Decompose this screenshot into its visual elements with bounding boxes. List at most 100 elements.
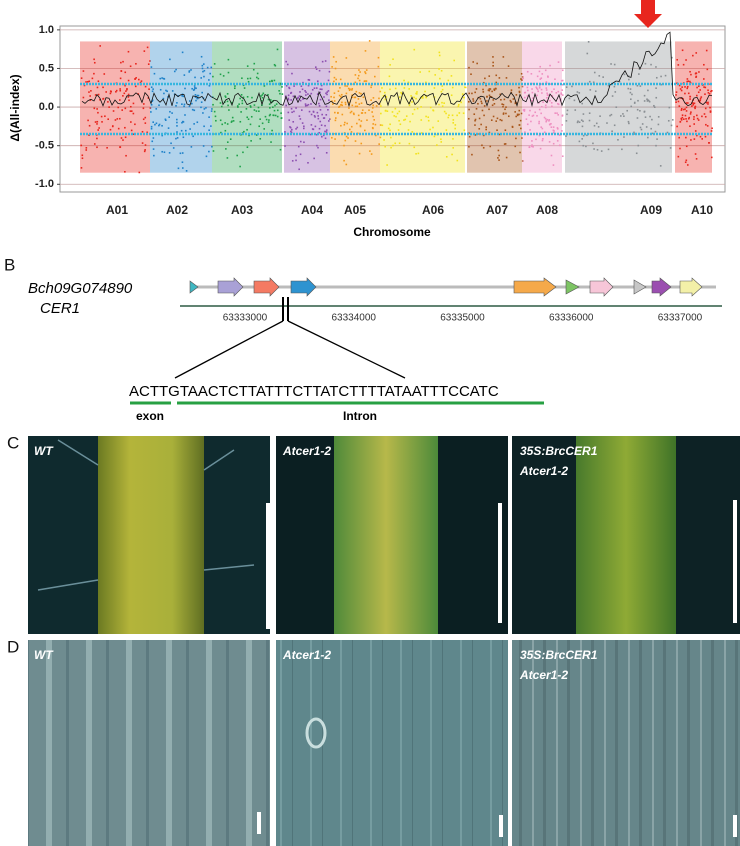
dot: [520, 72, 523, 75]
dot: [168, 152, 171, 154]
dot: [685, 59, 687, 61]
dot: [403, 87, 406, 89]
dot: [440, 90, 443, 93]
dot: [549, 99, 551, 102]
dot: [586, 52, 589, 55]
dot: [573, 99, 576, 102]
dot: [248, 134, 250, 137]
dot: [371, 126, 374, 129]
dot: [556, 128, 559, 130]
dot: [351, 96, 354, 99]
dot: [93, 143, 96, 145]
y-tick-label: -1.0: [35, 178, 54, 190]
dot: [196, 94, 199, 97]
dot: [124, 107, 127, 110]
dot: [331, 66, 333, 68]
dot: [210, 125, 212, 127]
dot: [230, 101, 233, 104]
density-band: [565, 41, 672, 173]
dot: [295, 107, 297, 109]
dot: [364, 71, 366, 73]
dot: [638, 68, 641, 70]
dot: [692, 102, 695, 104]
dot: [270, 133, 273, 135]
dot: [384, 110, 387, 112]
dot: [208, 116, 210, 118]
dot: [622, 113, 624, 115]
dot: [182, 121, 185, 123]
dot: [150, 104, 153, 106]
dot: [582, 113, 585, 115]
dot: [181, 103, 183, 105]
density-band: [284, 41, 330, 173]
dot: [309, 133, 312, 136]
dot: [532, 114, 535, 117]
dot: [313, 115, 316, 117]
dot: [351, 87, 354, 90]
dot: [226, 93, 229, 95]
dot: [144, 122, 147, 124]
dot: [87, 80, 89, 83]
dot: [491, 104, 494, 107]
dot: [93, 61, 96, 64]
dot: [103, 73, 106, 75]
dot: [588, 80, 591, 83]
dot: [346, 85, 348, 87]
dot: [200, 55, 203, 58]
dot: [203, 108, 206, 110]
dot: [83, 84, 86, 87]
dot: [640, 128, 643, 131]
dot: [195, 87, 197, 90]
dot: [88, 91, 90, 93]
dot: [255, 76, 258, 79]
dot: [159, 88, 162, 91]
dot: [486, 100, 488, 102]
dot: [556, 140, 559, 142]
dot: [127, 96, 130, 98]
dot: [404, 118, 407, 121]
dot: [681, 116, 684, 119]
dot: [538, 87, 541, 89]
dot: [176, 102, 178, 104]
dot: [561, 130, 563, 132]
dot: [128, 99, 130, 102]
dot: [182, 95, 185, 98]
dot: [104, 115, 106, 118]
dot: [686, 80, 688, 83]
dot: [161, 134, 164, 137]
dot: [668, 106, 671, 109]
dot: [481, 144, 483, 147]
dot: [365, 69, 368, 71]
dot: [162, 77, 165, 80]
dot: [358, 103, 361, 105]
dot: [341, 101, 343, 104]
dot: [689, 70, 691, 73]
dot: [159, 77, 162, 80]
dot: [299, 140, 302, 143]
dot: [325, 131, 328, 133]
dot: [655, 144, 657, 147]
dot: [656, 138, 658, 140]
dot: [454, 124, 457, 126]
dot: [181, 167, 184, 169]
dot: [561, 155, 564, 158]
dot: [343, 144, 345, 147]
dot: [260, 99, 263, 102]
dot: [531, 88, 533, 90]
dot: [219, 102, 222, 104]
dot: [643, 110, 646, 113]
dot: [420, 119, 423, 121]
dot: [265, 118, 268, 121]
dot: [231, 120, 233, 123]
dot: [360, 120, 363, 122]
dot: [422, 97, 424, 99]
dot: [675, 94, 677, 96]
dot: [482, 81, 485, 84]
dot: [90, 90, 92, 92]
dot: [341, 104, 344, 107]
dot: [116, 118, 119, 120]
dot: [681, 49, 684, 52]
dot: [97, 80, 100, 83]
dot: [353, 113, 355, 116]
dot: [521, 79, 523, 81]
